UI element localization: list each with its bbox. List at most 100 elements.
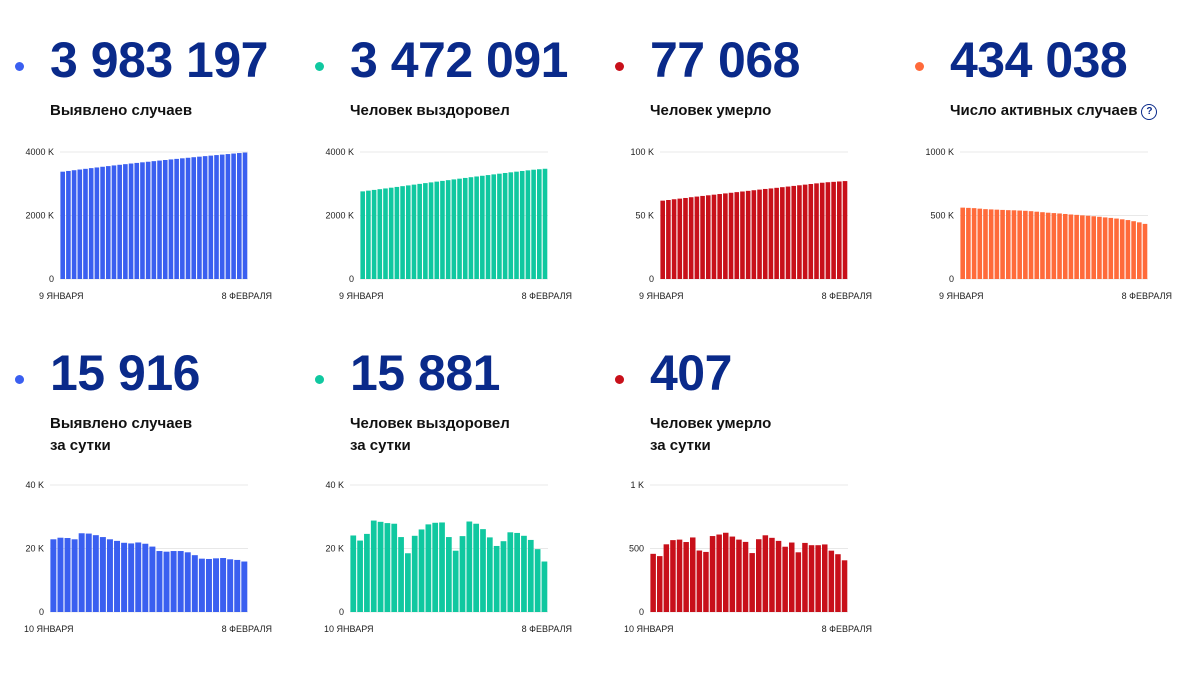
bar [405,553,411,612]
bar [452,550,459,612]
bar [1142,223,1148,279]
x-tick-label-start: 10 ЯНВАРЯ [24,624,74,634]
bar [497,173,502,279]
bar [514,532,520,612]
bar [521,535,527,612]
legend-dot [915,62,924,71]
bar [428,182,434,279]
stat-label-line1: Выявлено случаев [50,415,193,432]
legend-dot [15,62,24,71]
bar [757,189,762,279]
bar [690,537,696,612]
x-tick-label-end: 8 ФЕВРАЛЯ [222,624,272,634]
y-tick-label: 0 [49,274,54,284]
y-tick-label: 0 [349,274,354,284]
bar [814,183,819,279]
bar [466,521,473,612]
stat-value: 77 068 [650,32,800,88]
y-tick-label: 20 K [325,544,344,554]
bar [825,182,831,279]
bar [493,545,500,612]
stat-value: 3 472 091 [350,32,568,88]
bar [485,175,491,279]
bar [785,186,791,279]
bar [423,183,428,279]
bar [128,543,135,612]
bar [432,522,439,612]
y-tick-label: 0 [649,274,654,284]
bar [1011,210,1017,279]
bar-chart: 0 500 K 1000 K 9 ЯНВАРЯ 8 ФЕВРАЛЯ [925,147,1172,301]
bar [663,544,670,612]
bar [180,158,185,279]
bar [683,197,688,279]
bar [1119,219,1125,279]
bar [370,520,377,612]
panel-daily-recovered: 15 881 Человек выздоровел за сутки 0 20 K 40 … [300,313,580,634]
bar [734,192,740,279]
bar [541,561,548,612]
bar [366,190,371,279]
bar [723,532,729,612]
bar [128,163,134,279]
bar [966,207,971,279]
bar [400,186,405,279]
bar [77,169,83,279]
bar [445,537,452,612]
bar [676,539,683,612]
bar [106,539,113,612]
bar [660,200,665,279]
bar [831,181,836,279]
stat-label: Число активных случаев? [950,100,1158,122]
bar [670,540,676,612]
stat-label-line1: Человек выздоровел [350,415,510,432]
bar [1131,221,1136,279]
bar [105,166,111,279]
y-tick-label: 1000 K [925,147,954,157]
bar [802,184,808,279]
bar [1000,209,1005,279]
bar [162,160,168,279]
bar [780,187,785,279]
panel-total-cases: 3 983 197 Выявлено случаев 0 2000 K 4000 K 9 … [0,0,280,320]
bar [688,197,694,279]
y-tick-label: 2000 K [325,211,354,221]
bar [411,535,418,612]
bar [197,156,202,279]
bar-chart: 0 20 K 40 K 10 ЯНВАРЯ 8 ФЕВРАЛЯ [24,480,272,634]
y-tick-label: 0 [39,607,44,617]
x-tick-label-start: 9 ЯНВАРЯ [939,291,984,301]
bar [57,537,64,612]
bar [184,552,191,612]
bar [650,553,656,612]
y-tick-label: 0 [339,607,344,617]
bar [842,181,848,279]
x-tick-label-start: 9 ЯНВАРЯ [39,291,84,301]
stat-label: Человек умерло за сутки [650,413,771,457]
bar [745,190,751,279]
help-icon[interactable]: ? [1141,104,1158,120]
bar [388,187,394,279]
bar [480,175,485,279]
bar [815,545,821,612]
bar [1108,217,1114,279]
bar [360,191,365,279]
y-tick-label: 2000 K [25,211,54,221]
bar [142,543,149,612]
stat-label: Выявлено случаев [50,100,192,122]
bar [1068,214,1074,279]
bar [227,559,234,612]
stat-value: 434 038 [950,32,1128,88]
bar [225,154,231,279]
bar [819,182,825,279]
bar [480,529,486,612]
bar [1023,210,1028,279]
bar [462,177,468,279]
bar [716,534,722,612]
bar [709,536,716,612]
bar [988,209,994,279]
bar [677,198,683,279]
bar [457,178,462,279]
bar [711,194,717,279]
y-tick-label: 0 [639,607,644,617]
